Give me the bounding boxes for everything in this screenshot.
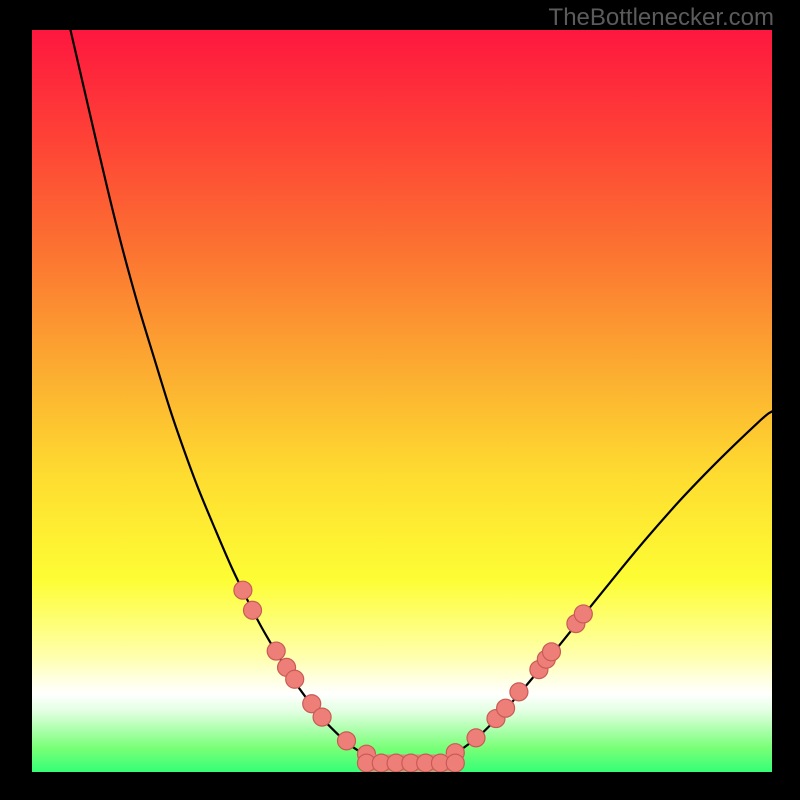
data-marker — [510, 683, 528, 701]
bottleneck-curve-right — [409, 411, 772, 768]
data-marker — [467, 729, 485, 747]
data-marker — [446, 754, 464, 772]
curve-layer — [0, 0, 800, 800]
watermark-text: TheBottlenecker.com — [549, 4, 774, 32]
data-marker — [234, 581, 252, 599]
chart-stage: TheBottlenecker.com — [0, 0, 800, 800]
data-marker — [574, 605, 592, 623]
bottleneck-curve-left — [70, 30, 409, 768]
data-marker — [244, 601, 262, 619]
data-marker — [542, 643, 560, 661]
data-marker — [313, 708, 331, 726]
data-marker — [338, 732, 356, 750]
data-marker — [286, 670, 304, 688]
data-marker — [497, 699, 515, 717]
data-marker — [267, 642, 285, 660]
